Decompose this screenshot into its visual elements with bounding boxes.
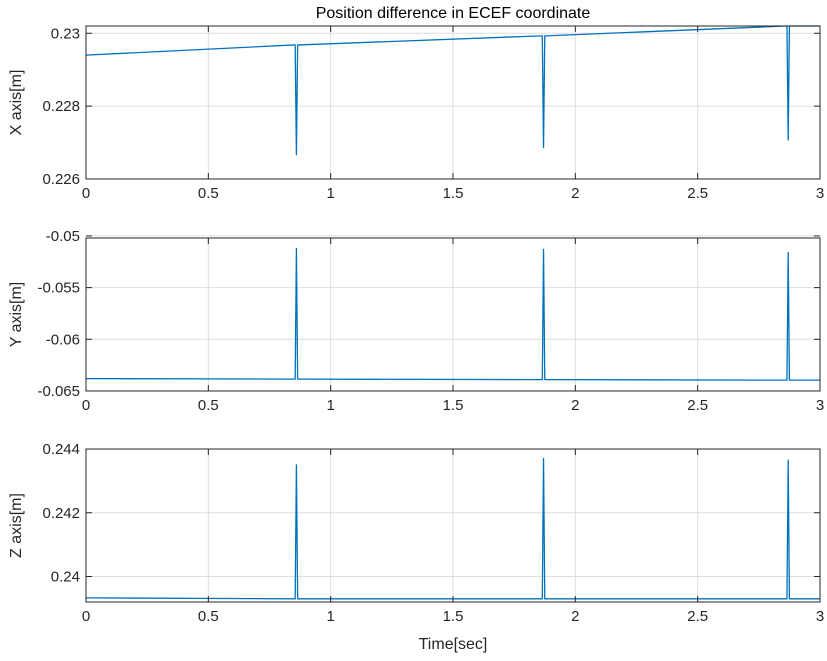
x-tick-label: 2 [571, 185, 579, 202]
subplot-x-axis: 0 0.5 1 1.5 2 2.5 3 0.226 0.228 0.23 X axis[m] [8, 25, 824, 202]
y-tick-label: 0.242 [42, 505, 80, 522]
x-tick-label: 0 [82, 608, 90, 625]
y-tick-label: 0.24 [51, 569, 80, 586]
y-axis-label: Y axis[m] [8, 282, 25, 348]
x-tick-label: 3 [816, 185, 824, 202]
subplot-z-axis: 0 0.5 1 1.5 2 2.5 3 0.24 0.242 0.244 Z axis[m] Time… [8, 441, 824, 653]
y-tick-label: 0.23 [51, 25, 80, 42]
x-axis-label: Time[sec] [419, 636, 488, 653]
x-tick-label: 2.5 [687, 397, 708, 414]
x-tick-label: 0.5 [198, 185, 219, 202]
x-tick-label: 2 [571, 397, 579, 414]
y-tick-label: 0.226 [42, 171, 80, 188]
x-tick-label: 1 [326, 608, 334, 625]
x-tick-label: 3 [816, 397, 824, 414]
y-tick-label: 0.244 [42, 441, 80, 458]
subplot-y-axis: 0 0.5 1 1.5 2 2.5 3 -0.065 -0.06 -0.055 -0.05 Y axi… [8, 228, 824, 414]
x-tick-label: 2 [571, 608, 579, 625]
x-tick-label: 1.5 [443, 608, 464, 625]
series-line [85, 457, 820, 600]
x-tick-label: 0.5 [198, 397, 219, 414]
x-tick-label: 2.5 [687, 185, 708, 202]
y-tick-label: -0.065 [37, 383, 80, 400]
x-tick-label: 1 [326, 185, 334, 202]
x-tick-label: 1.5 [443, 185, 464, 202]
x-tick-label: 0 [82, 397, 90, 414]
y-tick-label: -0.06 [46, 331, 80, 348]
x-tick-label: 3 [816, 608, 824, 625]
y-tick-label: -0.05 [46, 228, 80, 245]
x-tick-label: 1.5 [443, 397, 464, 414]
y-axis-label: Z axis[m] [8, 493, 25, 558]
y-tick-label: -0.055 [37, 280, 80, 297]
x-tick-label: 0.5 [198, 608, 219, 625]
y-axis-label: X axis[m] [8, 70, 25, 136]
y-tick-label: 0.228 [42, 98, 80, 115]
x-tick-label: 2.5 [687, 608, 708, 625]
x-tick-label: 0 [82, 185, 90, 202]
x-tick-label: 1 [326, 397, 334, 414]
series-line [85, 25, 820, 156]
figure-title: Position difference in ECEF coordinate [316, 5, 591, 22]
series-line [85, 247, 820, 381]
